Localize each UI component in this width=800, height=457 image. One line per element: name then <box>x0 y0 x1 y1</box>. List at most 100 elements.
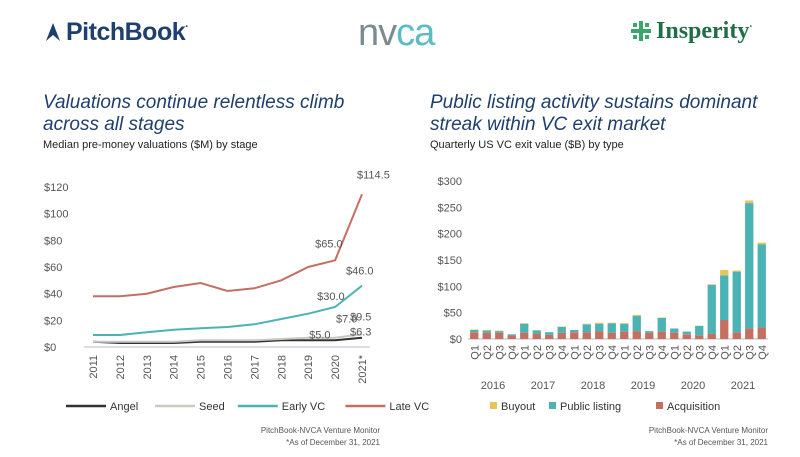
x-tick-label: 2021* <box>357 354 369 383</box>
x-tick-label: 2017 <box>249 355 261 379</box>
left-source-line1: PitchBook-NVCA Venture Monitor <box>260 426 380 435</box>
y-tick-label: $100 <box>438 281 462 293</box>
bar-public-listing <box>582 324 591 333</box>
y-tick-label: $20 <box>44 315 62 327</box>
year-label: 2021 <box>731 380 755 392</box>
bar-acquisition <box>757 327 766 339</box>
nvca-logo: nvca <box>358 12 435 55</box>
x-tick-label: Q4 <box>557 345 569 360</box>
series-line-late-vc <box>93 193 363 298</box>
bar-acquisition <box>620 331 629 339</box>
y-tick-label: $200 <box>438 229 462 241</box>
legend-swatch <box>656 402 663 409</box>
pitchbook-logo-icon <box>46 23 60 41</box>
data-label: $9.5 <box>350 311 371 323</box>
y-tick-label: $80 <box>44 235 62 247</box>
x-tick-label: Q2 <box>482 345 494 360</box>
left-chart-title: Valuations continue relentless climb acr… <box>43 92 345 135</box>
bar-buyout <box>520 323 529 324</box>
legend-label: Angel <box>110 401 138 413</box>
x-tick-label: 2011 <box>88 355 100 379</box>
bar-public-listing <box>657 317 666 332</box>
data-label: $30.0 <box>317 291 345 303</box>
bar-buyout <box>620 323 629 324</box>
legend-label: Early VC <box>282 401 325 413</box>
bar-public-listing <box>607 323 616 333</box>
insperity-logo-icon <box>631 21 651 41</box>
bar-public-listing <box>520 323 529 333</box>
bar-acquisition <box>532 333 541 339</box>
bar-public-listing <box>695 325 704 336</box>
bar-public-listing <box>595 323 604 332</box>
bar-buyout <box>582 323 591 325</box>
x-tick-label: 2019 <box>303 355 315 379</box>
pitchbook-logo: PitchBook. <box>44 18 188 47</box>
y-tick-label: $120 <box>44 182 68 194</box>
x-tick-label: 2013 <box>142 355 154 379</box>
year-label: 2020 <box>681 380 705 392</box>
x-tick-label: Q1 <box>469 345 481 360</box>
bar-acquisition <box>582 332 591 339</box>
legend-label: Acquisition <box>667 401 720 413</box>
bar-public-listing <box>720 275 729 321</box>
bar-acquisition <box>682 334 691 339</box>
bar-acquisition <box>695 335 704 339</box>
x-tick-label: 2020 <box>330 355 342 379</box>
bar-acquisition <box>557 332 566 339</box>
insperity-logo-text: Insperity <box>656 18 750 44</box>
x-tick-label: Q4 <box>657 345 669 360</box>
left-chart-subtitle: Median pre-money valuations ($M) by stag… <box>43 139 258 151</box>
bar-public-listing <box>757 244 766 328</box>
year-label: 2016 <box>481 380 505 392</box>
series-line-seed <box>93 333 363 343</box>
pitchbook-logo-text: PitchBook <box>66 18 186 46</box>
bar-acquisition <box>670 332 679 339</box>
x-tick-label: Q4 <box>757 345 769 360</box>
bar-buyout <box>657 317 666 318</box>
y-tick-label: $150 <box>438 255 462 267</box>
bar-buyout <box>607 322 616 324</box>
bar-public-listing <box>745 203 754 329</box>
legend-label: Public listing <box>560 401 621 413</box>
x-tick-label: Q3 <box>644 345 656 360</box>
bar-buyout <box>632 314 641 316</box>
right-source-line2: *As of December 31, 2021 <box>674 438 768 447</box>
x-tick-label: Q1 <box>669 345 681 360</box>
y-tick-label: $40 <box>44 289 62 301</box>
bar-public-listing <box>632 315 641 332</box>
x-tick-label: Q2 <box>632 345 644 360</box>
left-source-line2: *As of December 31, 2021 <box>286 438 380 447</box>
x-tick-label: Q3 <box>594 345 606 360</box>
x-tick-label: Q3 <box>744 345 756 360</box>
bar-acquisition <box>595 331 604 339</box>
bar-acquisition <box>707 333 716 339</box>
bar-acquisition <box>632 331 641 339</box>
right-source-line1: PitchBook-NVCA Venture Monitor <box>648 426 768 435</box>
series-line-early-vc <box>93 284 363 336</box>
bar-public-listing <box>482 330 491 333</box>
x-tick-label: Q1 <box>719 345 731 360</box>
bar-public-listing <box>557 326 566 333</box>
bar-buyout <box>470 329 479 330</box>
x-tick-label: Q2 <box>532 345 544 360</box>
bar-public-listing <box>570 330 579 333</box>
data-label: $6.3 <box>350 327 371 339</box>
y-tick-label: $250 <box>438 202 462 214</box>
x-tick-label: Q2 <box>732 345 744 360</box>
x-tick-label: Q1 <box>619 345 631 360</box>
legend-swatch <box>549 402 556 409</box>
y-tick-label: $60 <box>44 262 62 274</box>
x-tick-label: 2015 <box>196 355 208 379</box>
bar-buyout <box>707 284 716 285</box>
x-tick-label: Q4 <box>607 345 619 360</box>
bar-public-listing <box>645 331 654 333</box>
bar-acquisition <box>482 332 491 339</box>
nvca-logo-accent: ca <box>396 12 435 54</box>
bar-buyout <box>757 242 766 245</box>
bar-public-listing <box>670 328 679 333</box>
bar-buyout <box>720 270 729 276</box>
bar-buyout <box>482 330 491 331</box>
bar-acquisition <box>745 328 754 339</box>
